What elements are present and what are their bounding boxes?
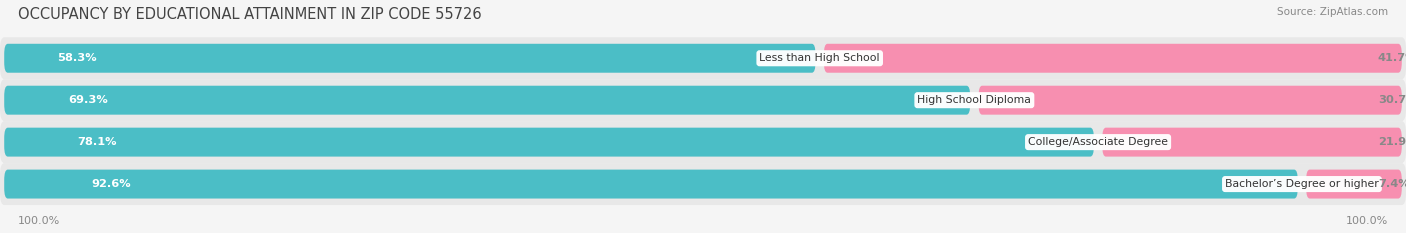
FancyBboxPatch shape [0,163,1406,205]
Text: High School Diploma: High School Diploma [918,95,1031,105]
Text: 100.0%: 100.0% [18,216,60,226]
FancyBboxPatch shape [4,170,1298,199]
FancyBboxPatch shape [1102,128,1402,157]
Text: 78.1%: 78.1% [77,137,117,147]
FancyBboxPatch shape [4,44,815,73]
Text: College/Associate Degree: College/Associate Degree [1028,137,1168,147]
Text: 21.9%: 21.9% [1378,137,1406,147]
FancyBboxPatch shape [0,121,1406,163]
Text: 30.7%: 30.7% [1378,95,1406,105]
FancyBboxPatch shape [1306,170,1402,199]
Text: 41.7%: 41.7% [1378,53,1406,63]
Text: OCCUPANCY BY EDUCATIONAL ATTAINMENT IN ZIP CODE 55726: OCCUPANCY BY EDUCATIONAL ATTAINMENT IN Z… [18,7,482,22]
FancyBboxPatch shape [979,86,1402,115]
FancyBboxPatch shape [4,128,1094,157]
Text: Less than High School: Less than High School [759,53,880,63]
Text: 100.0%: 100.0% [1346,216,1388,226]
Text: Source: ZipAtlas.com: Source: ZipAtlas.com [1277,7,1388,17]
Text: 92.6%: 92.6% [91,179,131,189]
Text: 69.3%: 69.3% [69,95,108,105]
Text: 58.3%: 58.3% [58,53,97,63]
FancyBboxPatch shape [0,37,1406,79]
FancyBboxPatch shape [0,79,1406,121]
FancyBboxPatch shape [824,44,1402,73]
FancyBboxPatch shape [4,86,970,115]
Text: 7.4%: 7.4% [1378,179,1406,189]
Text: Bachelor’s Degree or higher: Bachelor’s Degree or higher [1225,179,1379,189]
